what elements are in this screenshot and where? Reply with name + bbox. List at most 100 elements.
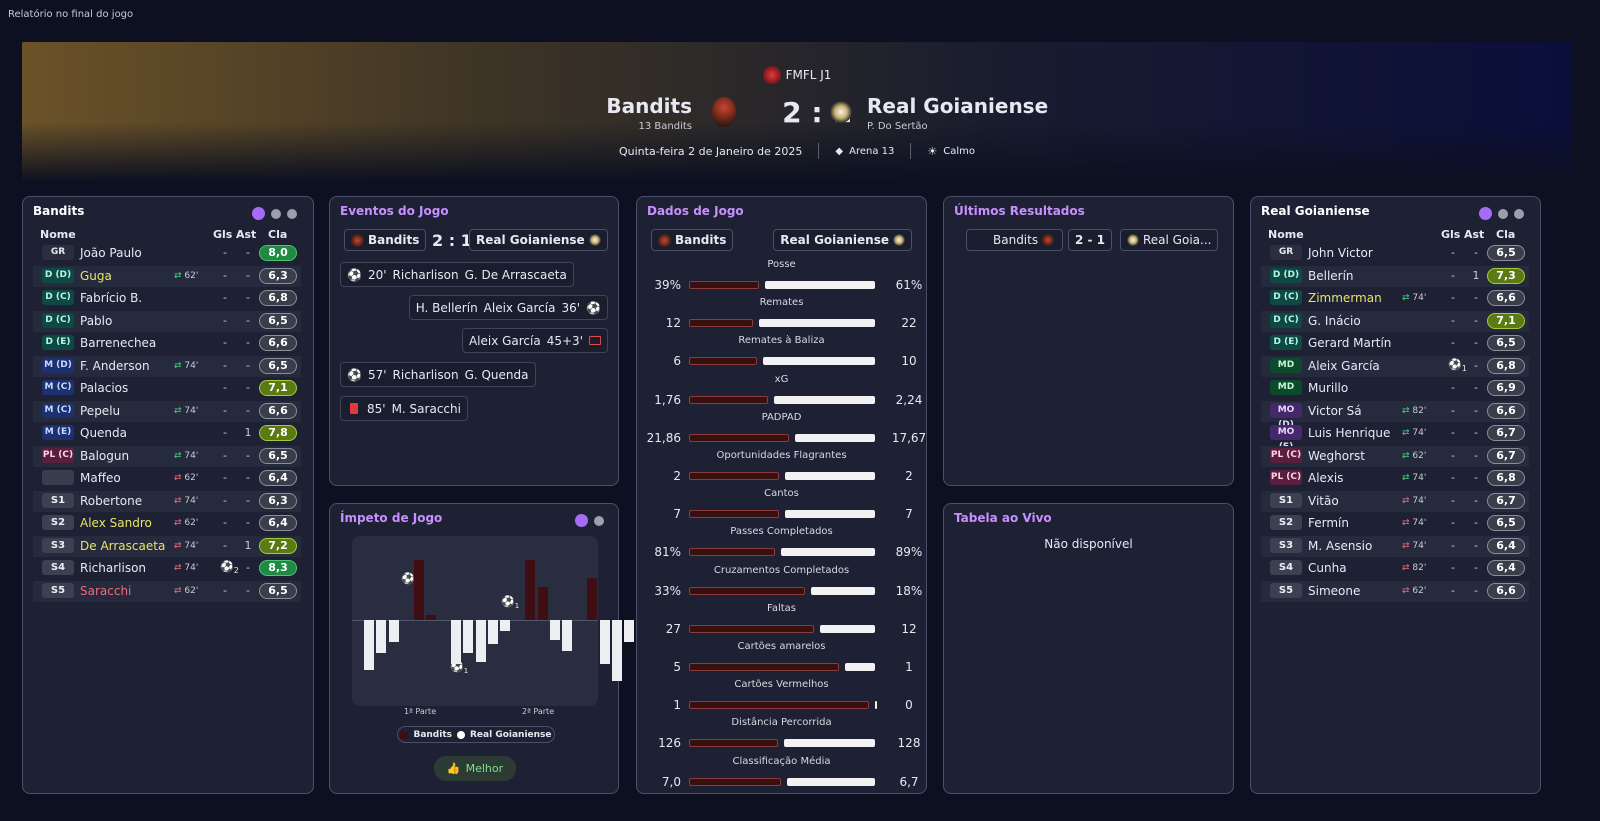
player-row[interactable]: M (E) Quenda - 1 7,8: [33, 423, 301, 444]
home-team-name[interactable]: Bandits: [606, 94, 692, 118]
player-name[interactable]: Maffeo: [80, 471, 121, 485]
player-row[interactable]: S3 De Arrascaeta ⇄ 74' - 1 7,2: [33, 535, 301, 557]
player-name[interactable]: Pablo: [80, 313, 113, 328]
player-row[interactable]: PL (C) Balogun ⇄ 74' - -6,5: [33, 445, 301, 467]
player-row[interactable]: GR João Paulo - -8,0: [33, 243, 301, 264]
player-name[interactable]: De Arrascaeta: [80, 538, 166, 553]
col-goals-header[interactable]: Gls: [213, 228, 233, 241]
player-name[interactable]: Bellerín: [1308, 268, 1354, 283]
page-dot[interactable]: [1514, 208, 1524, 219]
col-assists-header[interactable]: Ast: [1464, 228, 1485, 241]
player-row[interactable]: S5 Saracchi ⇄ 62' - -6,5: [33, 580, 301, 602]
player-name[interactable]: Victor Sá: [1308, 403, 1362, 418]
player-name[interactable]: Balogun: [80, 448, 130, 463]
player-name[interactable]: Pepelu: [80, 403, 121, 418]
player-row[interactable]: MD Murillo - -6,9: [1261, 378, 1529, 399]
col-assists-header[interactable]: Ast: [236, 228, 257, 241]
player-name[interactable]: Alex Sandro: [80, 516, 152, 530]
event-goal[interactable]: H. Bellerín Aleix García 36' ⚽: [408, 295, 608, 320]
player-name[interactable]: Palacios: [80, 381, 129, 395]
player-row[interactable]: M (C) Pepelu ⇄ 74' - -6,6: [33, 400, 301, 422]
player-name[interactable]: Gerard Martín: [1308, 336, 1392, 350]
player-row[interactable]: PL (C) Alexis ⇄ 74' - -6,8: [1261, 468, 1529, 489]
player-name[interactable]: Fermín: [1308, 516, 1349, 530]
event-goal[interactable]: ⚽ 57' Richarlison G. Quenda: [340, 362, 536, 387]
event-var[interactable]: Aleix García 45+3': [461, 328, 608, 353]
player-name[interactable]: Fabrício B.: [80, 291, 143, 305]
player-name[interactable]: Simeone: [1308, 583, 1361, 598]
best-button[interactable]: 👍 Melhor: [434, 756, 516, 781]
stats-home-chip[interactable]: Bandits: [651, 229, 734, 251]
events-home-chip[interactable]: Bandits: [344, 229, 427, 251]
result-home-chip[interactable]: Bandits: [966, 229, 1064, 251]
page-dot-active[interactable]: [252, 207, 265, 220]
player-name[interactable]: Weghorst: [1308, 448, 1365, 463]
player-name[interactable]: Cunha: [1308, 561, 1347, 575]
player-row[interactable]: M (D) F. Anderson ⇄ 74' - -6,5: [33, 355, 301, 377]
player-row[interactable]: PL (C) Weghorst ⇄ 62' - -6,7: [1261, 445, 1529, 467]
player-row[interactable]: S4 Cunha ⇄ 82' - -6,4: [1261, 558, 1529, 579]
page-dot[interactable]: [271, 208, 281, 219]
player-name[interactable]: M. Asensio: [1308, 538, 1373, 553]
page-indicator[interactable]: [1479, 207, 1524, 220]
player-name[interactable]: Alexis: [1308, 471, 1344, 485]
substitution: ⇄ 62': [174, 586, 198, 596]
col-name-header[interactable]: Nome: [40, 228, 76, 241]
player-row[interactable]: S2 Fermín ⇄ 74' - -6,5: [1261, 513, 1529, 534]
events-away-chip[interactable]: Real Goianiense: [469, 229, 608, 251]
player-name[interactable]: Zimmerman: [1308, 291, 1382, 305]
page-dot-active[interactable]: [1479, 207, 1492, 220]
stat-home-value: 6: [673, 354, 681, 369]
page-dot[interactable]: [1498, 208, 1508, 219]
player-row[interactable]: D (C) Pablo - -6,5: [33, 310, 301, 332]
player-row[interactable]: D (C) Zimmerman ⇄ 74' - -6,6: [1261, 288, 1529, 309]
player-name[interactable]: Luis Henrique: [1308, 426, 1391, 440]
player-row[interactable]: D (D) Guga ⇄ 62' - -6,3: [33, 265, 301, 287]
result-score-chip[interactable]: 2 - 1: [1068, 229, 1113, 251]
player-row[interactable]: MO (D)Victor Sá⇄ 82'--6,6: [1261, 400, 1529, 430]
player-name[interactable]: Aleix García: [1308, 358, 1380, 373]
col-rating-header[interactable]: Cla: [268, 228, 288, 241]
player-row[interactable]: S5 Simeone ⇄ 62' - -6,6: [1261, 580, 1529, 602]
col-rating-header[interactable]: Cla: [1496, 228, 1516, 241]
event-red-card[interactable]: 85' M. Saracchi: [340, 396, 468, 421]
player-row[interactable]: M (C) Palacios - -7,1: [33, 378, 301, 399]
player-name[interactable]: João Paulo: [80, 246, 142, 260]
page-dot[interactable]: [594, 515, 604, 526]
player-name[interactable]: John Victor: [1308, 246, 1373, 260]
player-row[interactable]: S2 Alex Sandro ⇄ 62' - -6,4: [33, 513, 301, 534]
page-dot[interactable]: [287, 208, 297, 219]
player-name[interactable]: Robertone: [80, 493, 143, 508]
page-indicator[interactable]: [575, 514, 604, 527]
player-name[interactable]: Barrenechea: [80, 336, 157, 350]
player-row[interactable]: D (C) G. Inácio - -7,1: [1261, 310, 1529, 332]
stats-away-chip[interactable]: Real Goianiense: [773, 229, 912, 251]
away-team-name[interactable]: Real Goianiense: [867, 94, 1049, 118]
page-dot-active[interactable]: [575, 514, 588, 527]
player-name[interactable]: Saracchi: [80, 583, 132, 598]
player-row[interactable]: D (E) Barrenechea - -6,6: [33, 333, 301, 354]
player-name[interactable]: Guga: [80, 268, 112, 283]
event-goal[interactable]: ⚽ 20' Richarlison G. De Arrascaeta: [340, 262, 574, 287]
player-row[interactable]: S1 Vitão ⇄ 74' - -6,7: [1261, 490, 1529, 512]
player-row[interactable]: S3 M. Asensio ⇄ 74' - -6,4: [1261, 535, 1529, 557]
col-name-header[interactable]: Nome: [1268, 228, 1304, 241]
player-row[interactable]: D (E) Gerard Martín - -6,5: [1261, 333, 1529, 354]
player-row[interactable]: D (D) Bellerín - 1 7,3: [1261, 265, 1529, 287]
player-row[interactable]: GR John Victor - -6,5: [1261, 243, 1529, 264]
result-away-chip[interactable]: Real Goia...: [1120, 229, 1219, 251]
player-name[interactable]: Murillo: [1308, 381, 1349, 395]
page-indicator[interactable]: [252, 207, 297, 220]
player-name[interactable]: Richarlison: [80, 561, 147, 575]
player-row[interactable]: D (C) Fabrício B. - -6,8: [33, 288, 301, 309]
player-name[interactable]: F. Anderson: [80, 358, 150, 373]
player-name[interactable]: Vitão: [1308, 493, 1339, 508]
player-row[interactable]: S1 Robertone ⇄ 74' - -6,3: [33, 490, 301, 512]
player-row[interactable]: MO (E)Luis Henrique⇄ 74'--6,7: [1261, 423, 1529, 452]
player-row[interactable]: S4 Richarlison ⇄ 74' ⚽2-8,3: [33, 558, 301, 579]
col-goals-header[interactable]: Gls: [1441, 228, 1461, 241]
player-row[interactable]: Maffeo ⇄ 62' - -6,4: [33, 468, 301, 489]
player-row[interactable]: MD Aleix García ⚽1-6,8: [1261, 355, 1529, 377]
player-name[interactable]: Quenda: [80, 426, 128, 440]
player-name[interactable]: G. Inácio: [1308, 313, 1361, 328]
